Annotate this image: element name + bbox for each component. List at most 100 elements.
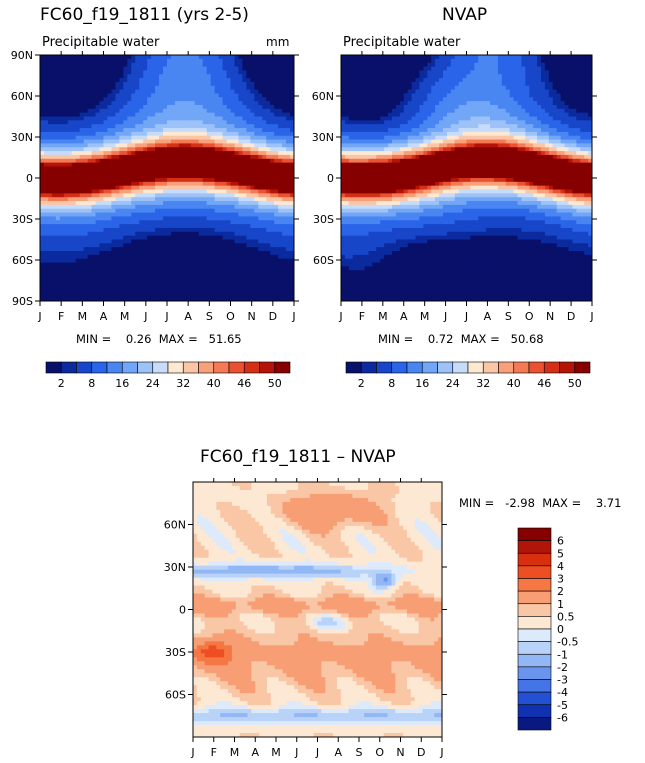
field-cell [87, 81, 93, 87]
field-cell [202, 139, 208, 144]
field-cell [458, 97, 464, 102]
field-cell [348, 78, 354, 83]
y-tick-label: 90N [11, 49, 33, 62]
field-cell [222, 124, 228, 129]
field-cell [214, 151, 220, 156]
field-cell [170, 97, 176, 102]
field-cell [63, 139, 69, 144]
field-cell [43, 147, 49, 152]
field-cell [548, 58, 554, 64]
field-cell [147, 185, 152, 191]
field-cell [258, 297, 263, 301]
field-cell [198, 224, 204, 229]
field-cell [214, 185, 220, 191]
field-cell [230, 277, 236, 283]
field-cell [115, 97, 120, 102]
field-cell [341, 55, 346, 60]
field-cell [450, 55, 456, 60]
field-cell [206, 274, 212, 279]
field-cell [238, 243, 244, 248]
field-cell [262, 258, 267, 264]
field-cell [210, 170, 216, 175]
field-cell [282, 74, 287, 79]
field-cell [198, 216, 204, 221]
field-cell [131, 216, 136, 221]
field-cell [266, 70, 271, 75]
field-cell [266, 197, 271, 202]
field-cell [238, 262, 244, 267]
field-cell [59, 239, 65, 244]
field-cell [210, 131, 216, 137]
field-cell [83, 247, 89, 252]
field-cell [163, 277, 168, 283]
field-cell [234, 170, 240, 175]
field-cell [290, 101, 294, 106]
field-cell [234, 189, 240, 194]
field-cell [194, 55, 200, 60]
field-cell [103, 254, 109, 260]
field-cell [40, 258, 45, 264]
field-cell [123, 220, 128, 225]
field-cell [155, 147, 160, 152]
field-cell [59, 108, 65, 114]
x-tick-label: A [100, 310, 108, 323]
field-cell [254, 108, 259, 114]
field-cell [450, 58, 456, 64]
field-cell [155, 208, 160, 214]
field-cell [87, 197, 93, 202]
field-cell [226, 254, 232, 260]
colorbar-box [213, 361, 230, 374]
field-cell [115, 231, 120, 237]
field-cell [202, 120, 208, 125]
field-cell [286, 204, 291, 210]
field-cell [290, 147, 294, 152]
field-cell [282, 166, 287, 171]
field-cell [51, 251, 57, 256]
field-cell [501, 81, 507, 87]
field-cell [274, 55, 279, 60]
x-tick-label: M [120, 310, 130, 323]
field-cell [190, 120, 196, 125]
field-cell [47, 81, 53, 87]
field-cell [270, 193, 275, 198]
field-cell [43, 204, 49, 210]
field-cell [226, 189, 232, 194]
field-cell [182, 55, 188, 60]
field-cell [182, 254, 188, 260]
field-cell [143, 147, 148, 152]
field-cell [103, 224, 109, 229]
field-cell [286, 266, 291, 271]
field-cell [431, 89, 436, 95]
field-cell [143, 139, 148, 144]
field-cell [178, 174, 184, 179]
field-cell [47, 55, 53, 60]
field-cell [194, 297, 200, 301]
field-cell [178, 181, 184, 187]
panel-b-field [341, 55, 592, 301]
field-cell [178, 197, 184, 202]
field-cell [214, 285, 220, 291]
field-cell [163, 158, 168, 164]
field-cell [83, 224, 89, 229]
field-cell [214, 124, 220, 129]
field-cell [139, 170, 144, 175]
field-cell [190, 220, 196, 225]
field-cell [218, 197, 224, 202]
field-cell [115, 74, 120, 79]
field-cell [270, 247, 275, 252]
field-cell [115, 120, 120, 125]
field-cell [584, 78, 589, 83]
field-cell [194, 174, 200, 179]
field-cell [63, 101, 69, 106]
field-cell [258, 243, 263, 248]
field-cell [63, 254, 69, 260]
field-cell [40, 189, 45, 194]
field-cell [348, 55, 354, 60]
field-cell [254, 124, 259, 129]
field-cell [262, 143, 267, 148]
field-cell [270, 277, 275, 283]
field-cell [202, 112, 208, 118]
field-cell [427, 85, 432, 91]
field-cell [242, 70, 247, 75]
field-cell [174, 74, 180, 79]
